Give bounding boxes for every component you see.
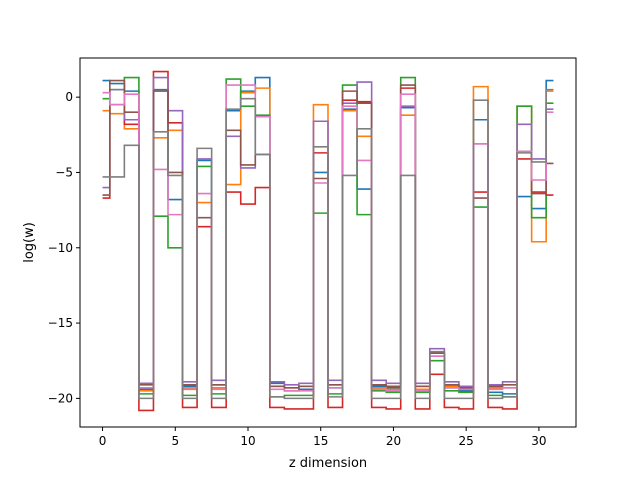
x-tick-label: 15 [313,434,328,448]
y-axis-label: log(w) [22,222,37,263]
x-tick-label: 5 [171,434,179,448]
y-ticks: 0 −5 −10 −15 −20 [48,90,80,405]
y-tick-label: −15 [48,316,73,330]
x-tick-label: 10 [240,434,255,448]
series-line-8 [102,88,554,400]
x-axis-label: z dimension [289,456,367,471]
series-line-4 [102,70,554,412]
y-tick-label: −20 [48,391,73,405]
x-tick-label: 20 [386,434,401,448]
y-tick-label: −5 [55,165,73,179]
y-tick-label: −10 [48,241,73,255]
y-tick-label: 0 [65,90,73,104]
series-line-7 [102,84,554,392]
x-tick-label: 0 [99,434,107,448]
plot-lines [102,70,554,412]
x-tick-label: 30 [531,434,546,448]
x-ticks: 0 5 10 15 20 25 30 [99,427,547,448]
axes-frame [79,57,577,428]
x-tick-label: 25 [459,434,474,448]
